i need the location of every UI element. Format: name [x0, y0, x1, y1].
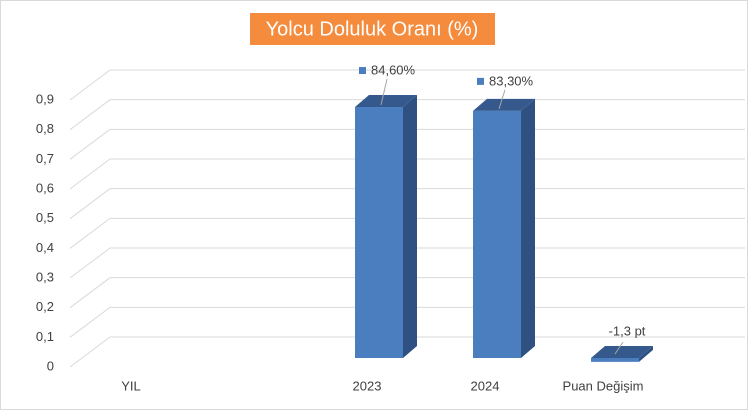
leader-line — [380, 78, 388, 106]
bar — [591, 358, 639, 362]
value-label: 83,30% — [489, 73, 534, 88]
label-marker — [359, 67, 366, 75]
bar-side — [639, 346, 653, 362]
x-tick-label: YIL — [121, 378, 141, 393]
bar-side — [521, 98, 535, 359]
label-marker — [477, 77, 484, 85]
y-tick-label: 0,9 — [36, 91, 54, 106]
y-tick-label: 0,1 — [36, 329, 54, 344]
y-tick-label: 0,6 — [36, 180, 54, 195]
grid-line — [69, 69, 745, 101]
bar-side — [403, 95, 417, 359]
y-tick-label: 0,8 — [36, 121, 54, 136]
y-tick-label: 0 — [47, 358, 54, 373]
chart-title: Yolcu Doluluk Oranı (%) — [266, 18, 479, 40]
value-label: -1,3 pt — [609, 323, 646, 338]
title-box — [250, 13, 495, 45]
x-tick-label: Puan Değişim — [563, 378, 644, 393]
y-tick-label: 0,4 — [36, 240, 54, 255]
bar — [473, 110, 521, 358]
leader-line — [614, 341, 624, 355]
bar — [355, 107, 403, 359]
bar-top — [473, 98, 535, 111]
bar-top — [355, 95, 417, 108]
x-tick-label: 2023 — [353, 378, 382, 393]
leader-line — [498, 89, 506, 110]
y-tick-label: 0,3 — [36, 269, 54, 284]
y-tick-label: 0,2 — [36, 299, 54, 314]
x-tick-label: 2024 — [471, 378, 500, 393]
y-tick-label: 0,7 — [36, 151, 54, 166]
y-tick-label: 0,5 — [36, 210, 54, 225]
value-label: 84,60% — [371, 62, 416, 77]
bar-top — [591, 346, 653, 358]
